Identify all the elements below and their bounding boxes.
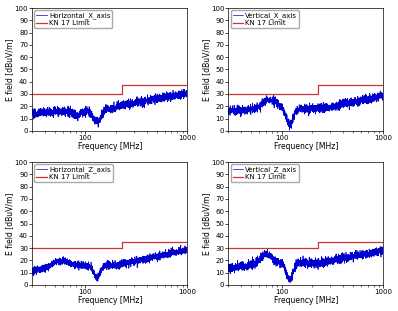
Vertical_Z_axis [348,256,353,259]
Vertical_X_axis [302,106,306,109]
KN 17 Limit [381,84,386,87]
KN 17 Limit [120,240,125,244]
Vertical_X_axis [348,101,353,104]
KN 17 Limit [316,92,321,96]
Horizontal_Z_axis [30,267,35,270]
Horizontal_Z_axis [101,264,106,268]
Y-axis label: E field [dBuV/m]: E field [dBuV/m] [6,192,15,255]
Horizontal_X_axis [96,125,101,129]
Horizontal_Z_axis [178,243,183,247]
Line: KN 17 Limit: KN 17 Limit [32,242,187,248]
Horizontal_X_axis [180,91,185,95]
Line: KN 17 Limit: KN 17 Limit [228,86,383,94]
Legend: Horizontal_Z_axis, KN 17 Limit: Horizontal_Z_axis, KN 17 Limit [34,164,113,182]
Line: Vertical_Z_axis: Vertical_Z_axis [228,247,383,283]
X-axis label: Frequency [MHz]: Frequency [MHz] [78,142,142,151]
Horizontal_Z_axis [185,250,189,253]
Y-axis label: E field [dBuV/m]: E field [dBuV/m] [202,38,211,100]
Horizontal_X_axis [105,104,110,108]
Y-axis label: E field [dBuV/m]: E field [dBuV/m] [202,192,211,255]
KN 17 Limit [226,92,231,96]
Line: Horizontal_Z_axis: Horizontal_Z_axis [32,245,187,281]
Vertical_Z_axis [226,269,231,272]
KN 17 Limit [316,84,321,87]
Vertical_Z_axis [302,263,306,267]
Vertical_Z_axis [297,260,302,263]
KN 17 Limit [316,246,321,250]
Horizontal_Z_axis [180,247,185,250]
Vertical_X_axis [234,111,239,114]
Vertical_X_axis [226,106,231,110]
Horizontal_Z_axis [38,267,43,271]
Line: Vertical_X_axis: Vertical_X_axis [228,91,383,130]
Vertical_Z_axis [377,249,381,253]
Horizontal_X_axis [38,114,43,118]
Vertical_X_axis [377,94,381,97]
KN 17 Limit [185,240,189,244]
Vertical_Z_axis [381,249,386,253]
KN 17 Limit [226,246,231,250]
Vertical_Z_axis [234,263,239,267]
Vertical_Z_axis [288,281,293,285]
Y-axis label: E field [dBuV/m]: E field [dBuV/m] [6,38,15,100]
X-axis label: Frequency [MHz]: Frequency [MHz] [274,296,338,305]
Horizontal_X_axis [185,95,189,98]
Horizontal_Z_axis [152,255,157,258]
Horizontal_X_axis [101,114,106,117]
Horizontal_Z_axis [180,250,185,254]
Legend: Vertical_X_axis, KN 17 Limit: Vertical_X_axis, KN 17 Limit [230,10,299,28]
Vertical_X_axis [378,89,382,93]
Horizontal_Z_axis [96,279,100,283]
KN 17 Limit [120,246,125,250]
Line: KN 17 Limit: KN 17 Limit [32,86,187,94]
KN 17 Limit [120,84,125,87]
Vertical_Z_axis [377,250,381,254]
Legend: Vertical_Z_axis, KN 17 Limit: Vertical_Z_axis, KN 17 Limit [230,164,299,182]
KN 17 Limit [185,84,189,87]
Vertical_X_axis [381,90,386,94]
KN 17 Limit [120,92,125,96]
Horizontal_Z_axis [105,261,110,265]
X-axis label: Frequency [MHz]: Frequency [MHz] [78,296,142,305]
Vertical_X_axis [297,108,302,112]
Vertical_X_axis [287,128,292,132]
Horizontal_X_axis [180,90,185,93]
Horizontal_X_axis [152,96,157,100]
X-axis label: Frequency [MHz]: Frequency [MHz] [274,142,338,151]
Vertical_X_axis [377,91,381,95]
Vertical_Z_axis [378,245,382,248]
KN 17 Limit [316,240,321,244]
Line: Horizontal_X_axis: Horizontal_X_axis [32,89,187,127]
KN 17 Limit [30,92,35,96]
KN 17 Limit [30,246,35,250]
KN 17 Limit [381,240,386,244]
Legend: Horizontal_X_axis, KN 17 Limit: Horizontal_X_axis, KN 17 Limit [34,10,113,28]
Line: KN 17 Limit: KN 17 Limit [228,242,383,248]
Horizontal_X_axis [181,87,185,91]
Horizontal_X_axis [30,108,35,112]
